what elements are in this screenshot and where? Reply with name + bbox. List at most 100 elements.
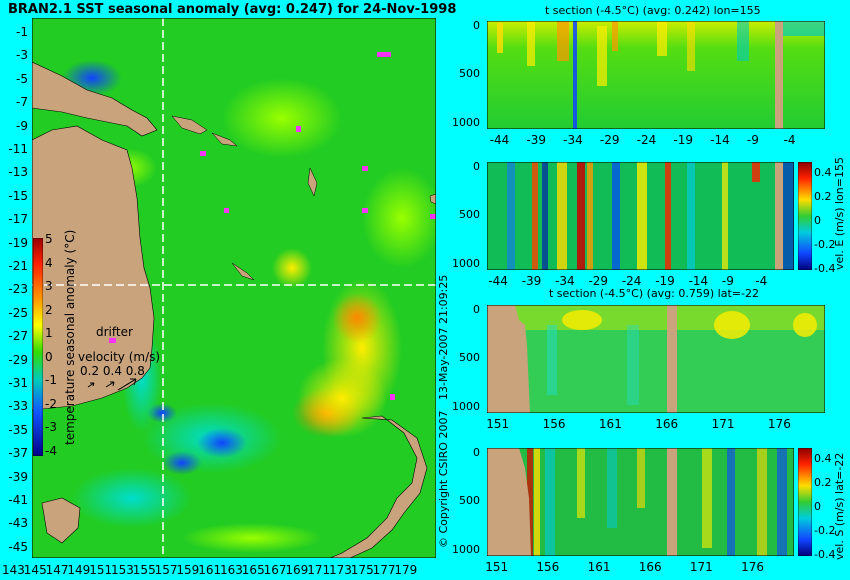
map-colorbar-tick: 5 xyxy=(45,232,53,246)
section-x-tick: 151 xyxy=(486,417,510,431)
section-x-tick: 151 xyxy=(485,560,509,574)
map-y-tick: -33 xyxy=(8,399,28,414)
map-colorbar-tick: -4 xyxy=(45,443,57,458)
map-y-tick: -43 xyxy=(8,516,28,531)
section-colorbar-tick: -0.4 xyxy=(814,262,836,275)
section-y-tick: 1000 xyxy=(452,400,480,413)
map-x-tick: 179 xyxy=(394,563,418,577)
tasmania xyxy=(41,497,81,544)
map-y-tick: -37 xyxy=(8,446,28,461)
section-y-tick: 500 xyxy=(459,67,480,80)
section-y-tick: 500 xyxy=(459,494,480,507)
section-y-tick: 500 xyxy=(459,208,480,221)
map-x-tick: 163 xyxy=(220,563,243,577)
section-x-tick: -9 xyxy=(721,274,734,288)
drifter-markers xyxy=(200,52,436,400)
vel-e-section-plot xyxy=(487,162,794,270)
section-colorbar-tick: 0.4 xyxy=(814,166,832,179)
copyright: © Copyright CSIRO 2007 xyxy=(437,410,450,548)
vel-e-colorbar-label: vel. E (m/s) lon=155 xyxy=(833,157,846,270)
map-x-tick: 171 xyxy=(307,563,331,577)
section-x-tick: -29 xyxy=(588,274,609,288)
section-x-tick: 161 xyxy=(587,560,611,574)
t-section-lon-plot xyxy=(487,21,825,129)
drifter-legend-swatch xyxy=(109,338,116,343)
map-x-tick: 177 xyxy=(372,563,396,577)
map-y-tick: -25 xyxy=(8,305,28,320)
section-x-tick: -4 xyxy=(755,274,768,288)
section-x-tick: 161 xyxy=(598,417,622,431)
map-y-tick: -11 xyxy=(8,142,28,156)
section-x-tick: -44 xyxy=(488,274,508,288)
map-colorbar-tick: 3 xyxy=(45,279,53,293)
map-colorbar-tick: 4 xyxy=(45,255,53,270)
map-y-tick: -5 xyxy=(16,71,28,86)
new-guinea xyxy=(32,61,158,137)
map-x-tick: 147 xyxy=(45,563,69,577)
map-x-tick: 157 xyxy=(154,563,178,577)
section-y-tick: 1000 xyxy=(452,116,480,129)
map-x-tick: 169 xyxy=(285,563,309,577)
map-y-tick: -39 xyxy=(8,469,28,484)
section-y-tick: 0 xyxy=(473,19,480,32)
map-x-tick: 161 xyxy=(198,563,222,577)
section-x-tick: 171 xyxy=(711,417,735,431)
section-x-tick: -39 xyxy=(521,274,542,288)
map-colorbar-tick: 0 xyxy=(45,349,53,364)
drifter-label: drifter xyxy=(96,325,133,339)
section-x-tick: -24 xyxy=(636,133,657,147)
section-x-tick: -24 xyxy=(621,274,642,288)
map-colorbar-tick: -1 xyxy=(45,373,57,387)
section-x-tick: -19 xyxy=(655,274,675,288)
section-y-tick: 0 xyxy=(473,446,480,459)
section-x-tick: 176 xyxy=(767,417,791,431)
timestamp: 13-May-2007 21:09:25 xyxy=(437,274,450,400)
panel3-title: t section (-4.5°C) (avg: 0.759) lat=-22 xyxy=(549,287,759,300)
section-y-tick: 1000 xyxy=(452,257,480,270)
map-y-tick: -1 xyxy=(16,25,28,39)
section-colorbar-tick: 0 xyxy=(814,214,821,227)
sst-map xyxy=(32,18,436,558)
new-zealand xyxy=(329,415,428,558)
chart-title: BRAN2.1 SST seasonal anomaly (avg: 0.247… xyxy=(8,2,457,17)
map-y-tick: -35 xyxy=(8,422,28,437)
map-x-tick: 165 xyxy=(241,563,265,577)
map-y-tick: -29 xyxy=(8,352,28,367)
section-x-tick: -39 xyxy=(526,133,547,147)
map-y-tick: -15 xyxy=(8,188,28,203)
map-y-tick: -27 xyxy=(8,329,28,344)
vel-e-colorbar xyxy=(798,162,812,270)
section-x-tick: 166 xyxy=(638,560,662,574)
section-y-tick: 500 xyxy=(459,351,480,364)
map-x-tick: 167 xyxy=(263,563,287,577)
map-colorbar-tick: -2 xyxy=(45,396,57,411)
vel-s-colorbar xyxy=(798,448,812,556)
map-y-tick: -41 xyxy=(8,493,28,507)
map-y-tick: -21 xyxy=(8,259,28,273)
section-x-tick: -9 xyxy=(746,133,759,147)
map-x-tick: 143 xyxy=(2,563,25,577)
map-colorbar-label: temperature seasonal anomaly (°C) xyxy=(63,229,77,445)
velocity-legend-values: 0.2 0.4 0.8 xyxy=(80,364,145,378)
map-y-tick: -3 xyxy=(16,48,28,63)
section-x-tick: 166 xyxy=(655,417,679,431)
map-colorbar-tick: -3 xyxy=(45,420,57,434)
map-x-tick: 175 xyxy=(350,563,374,577)
section-colorbar-tick: -0.2 xyxy=(814,238,836,251)
map-y-tick: -45 xyxy=(8,539,28,554)
section-colorbar-tick: -0.4 xyxy=(814,548,836,561)
section-colorbar-tick: 0 xyxy=(814,500,821,513)
map-colorbar xyxy=(33,238,43,456)
section-colorbar-tick: -0.2 xyxy=(814,524,836,537)
section-colorbar-tick: 0.2 xyxy=(814,476,832,489)
vel-s-colorbar-label: vel. S (m/s) lat=-22 xyxy=(833,452,846,560)
map-y-tick: -19 xyxy=(8,235,28,250)
section-x-tick: -19 xyxy=(673,133,693,147)
section-y-tick: 0 xyxy=(473,160,480,173)
map-y-tick: -31 xyxy=(8,376,28,390)
section-x-tick: 171 xyxy=(689,560,713,574)
map-x-tick: 155 xyxy=(132,563,156,577)
velocity-legend-label: velocity (m/s) xyxy=(78,350,161,364)
section-colorbar-tick: 0.4 xyxy=(814,452,832,465)
section-x-tick: -34 xyxy=(563,133,583,147)
